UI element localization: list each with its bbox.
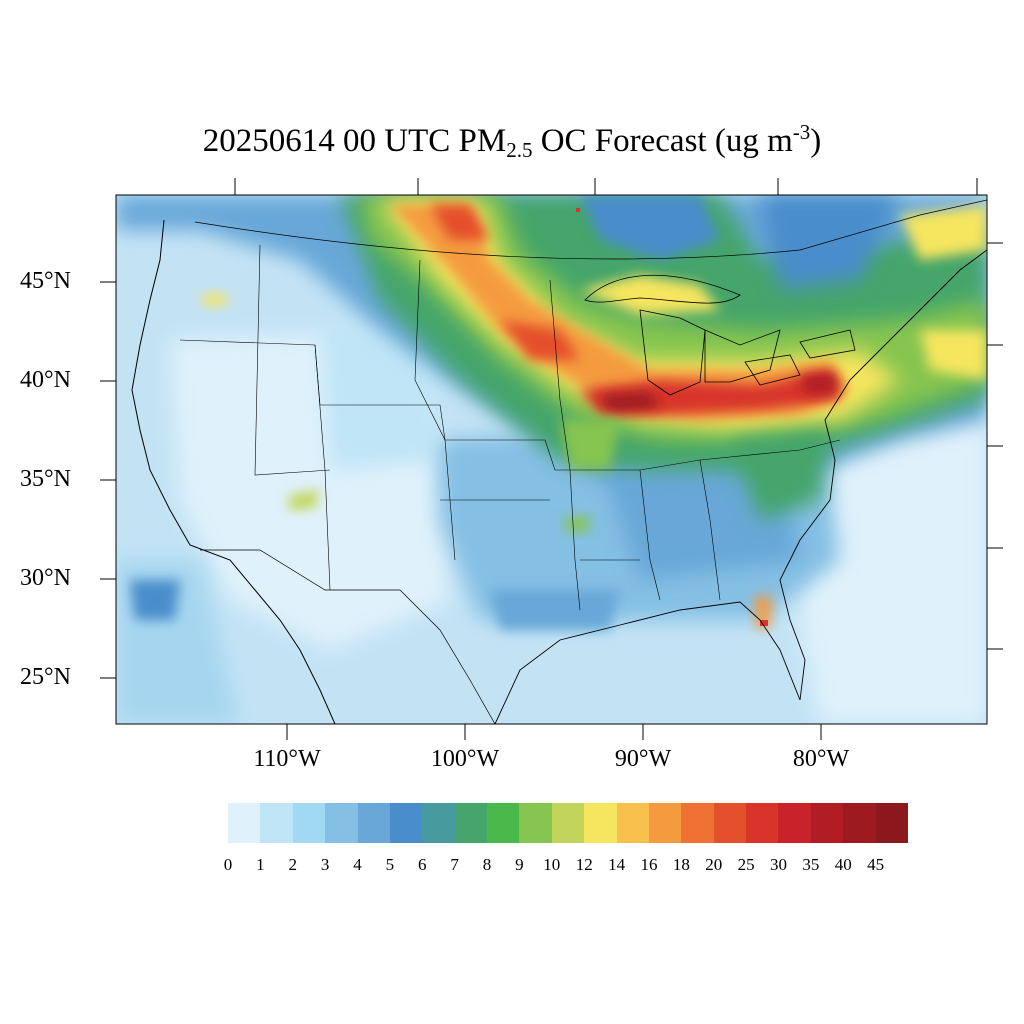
- lon-label-80: 80°W: [792, 746, 850, 772]
- colorbar-tick-label: 4: [353, 855, 362, 874]
- colorbar-tick-label: 45: [867, 855, 885, 874]
- colorbar-tick-label: 8: [482, 855, 492, 874]
- colorbar-tick-label: 18: [672, 855, 690, 874]
- title-text-middle: OC Forecast (ug m: [532, 123, 793, 159]
- colorbar-tick-label: 5: [385, 855, 395, 874]
- colorbar: [228, 803, 908, 843]
- colorbar-tick-label: 9: [515, 855, 524, 874]
- colorbar-swatch: [681, 803, 714, 843]
- colorbar-swatch: [487, 803, 520, 843]
- colorbar-swatch: [389, 803, 423, 843]
- colorbar-swatch: [843, 803, 876, 843]
- colorbar-swatch: [616, 803, 649, 843]
- map-boundaries: [131, 199, 987, 724]
- colorbar-swatch: [584, 803, 617, 843]
- colorbar-swatch: [228, 803, 261, 843]
- lon-label-100: 100°W: [430, 746, 500, 772]
- colorbar-tick-label: 30: [769, 855, 787, 874]
- title-text-suffix: ): [810, 123, 822, 159]
- colorbar-swatch: [713, 803, 746, 843]
- map-frame: [100, 178, 1003, 740]
- colorbar-swatch: [454, 803, 487, 843]
- colorbar-tick-label: 0: [223, 855, 233, 874]
- colorbar-tick-label: 40: [834, 855, 852, 874]
- colorbar-tick-label: 7: [450, 855, 459, 874]
- colorbar-tick-label: 1: [256, 855, 265, 874]
- colorbar-swatch: [778, 803, 811, 843]
- colorbar-swatch: [357, 803, 390, 843]
- colorbar-tick-label: 6: [418, 855, 427, 874]
- colorbar-tick-label: 25: [737, 855, 755, 874]
- colorbar-swatch: [551, 803, 585, 843]
- title-superscript: -3: [792, 120, 811, 144]
- colorbar-tick-label: 20: [705, 855, 723, 874]
- title-text: 20250614 00 UTC PM: [202, 123, 507, 159]
- colorbar-swatch: [875, 803, 908, 843]
- colorbar-tick-label: 14: [608, 855, 626, 874]
- lat-label-25: 25°N: [20, 664, 71, 690]
- colorbar-swatch: [292, 803, 326, 843]
- colorbar-tick-label: 12: [575, 855, 593, 874]
- lon-label-110: 110°W: [253, 746, 321, 772]
- colorbar-swatch: [325, 803, 358, 843]
- colorbar-swatch: [260, 803, 293, 843]
- colorbar-swatch: [648, 803, 682, 843]
- colorbar-tick-label: 10: [543, 855, 561, 874]
- lat-label-40: 40°N: [20, 367, 71, 393]
- title-subscript: 2.5: [506, 138, 533, 162]
- colorbar-tick-label: 3: [320, 855, 330, 874]
- colorbar-tick-label: 35: [802, 855, 820, 874]
- lon-label-90: 90°W: [614, 746, 672, 772]
- lat-label-30: 30°N: [20, 565, 71, 591]
- map-title: 20250614 00 UTC PM2.5 OC Forecast (ug m-…: [0, 120, 1024, 163]
- lat-label-35: 35°N: [20, 466, 71, 492]
- colorbar-swatch: [422, 803, 455, 843]
- colorbar-tick-label: 16: [640, 855, 658, 874]
- colorbar-swatch: [746, 803, 779, 843]
- colorbar-tick-label: 2: [288, 855, 298, 874]
- colorbar-swatch: [519, 803, 552, 843]
- lat-label-45: 45°N: [20, 268, 71, 294]
- colorbar-swatch: [810, 803, 844, 843]
